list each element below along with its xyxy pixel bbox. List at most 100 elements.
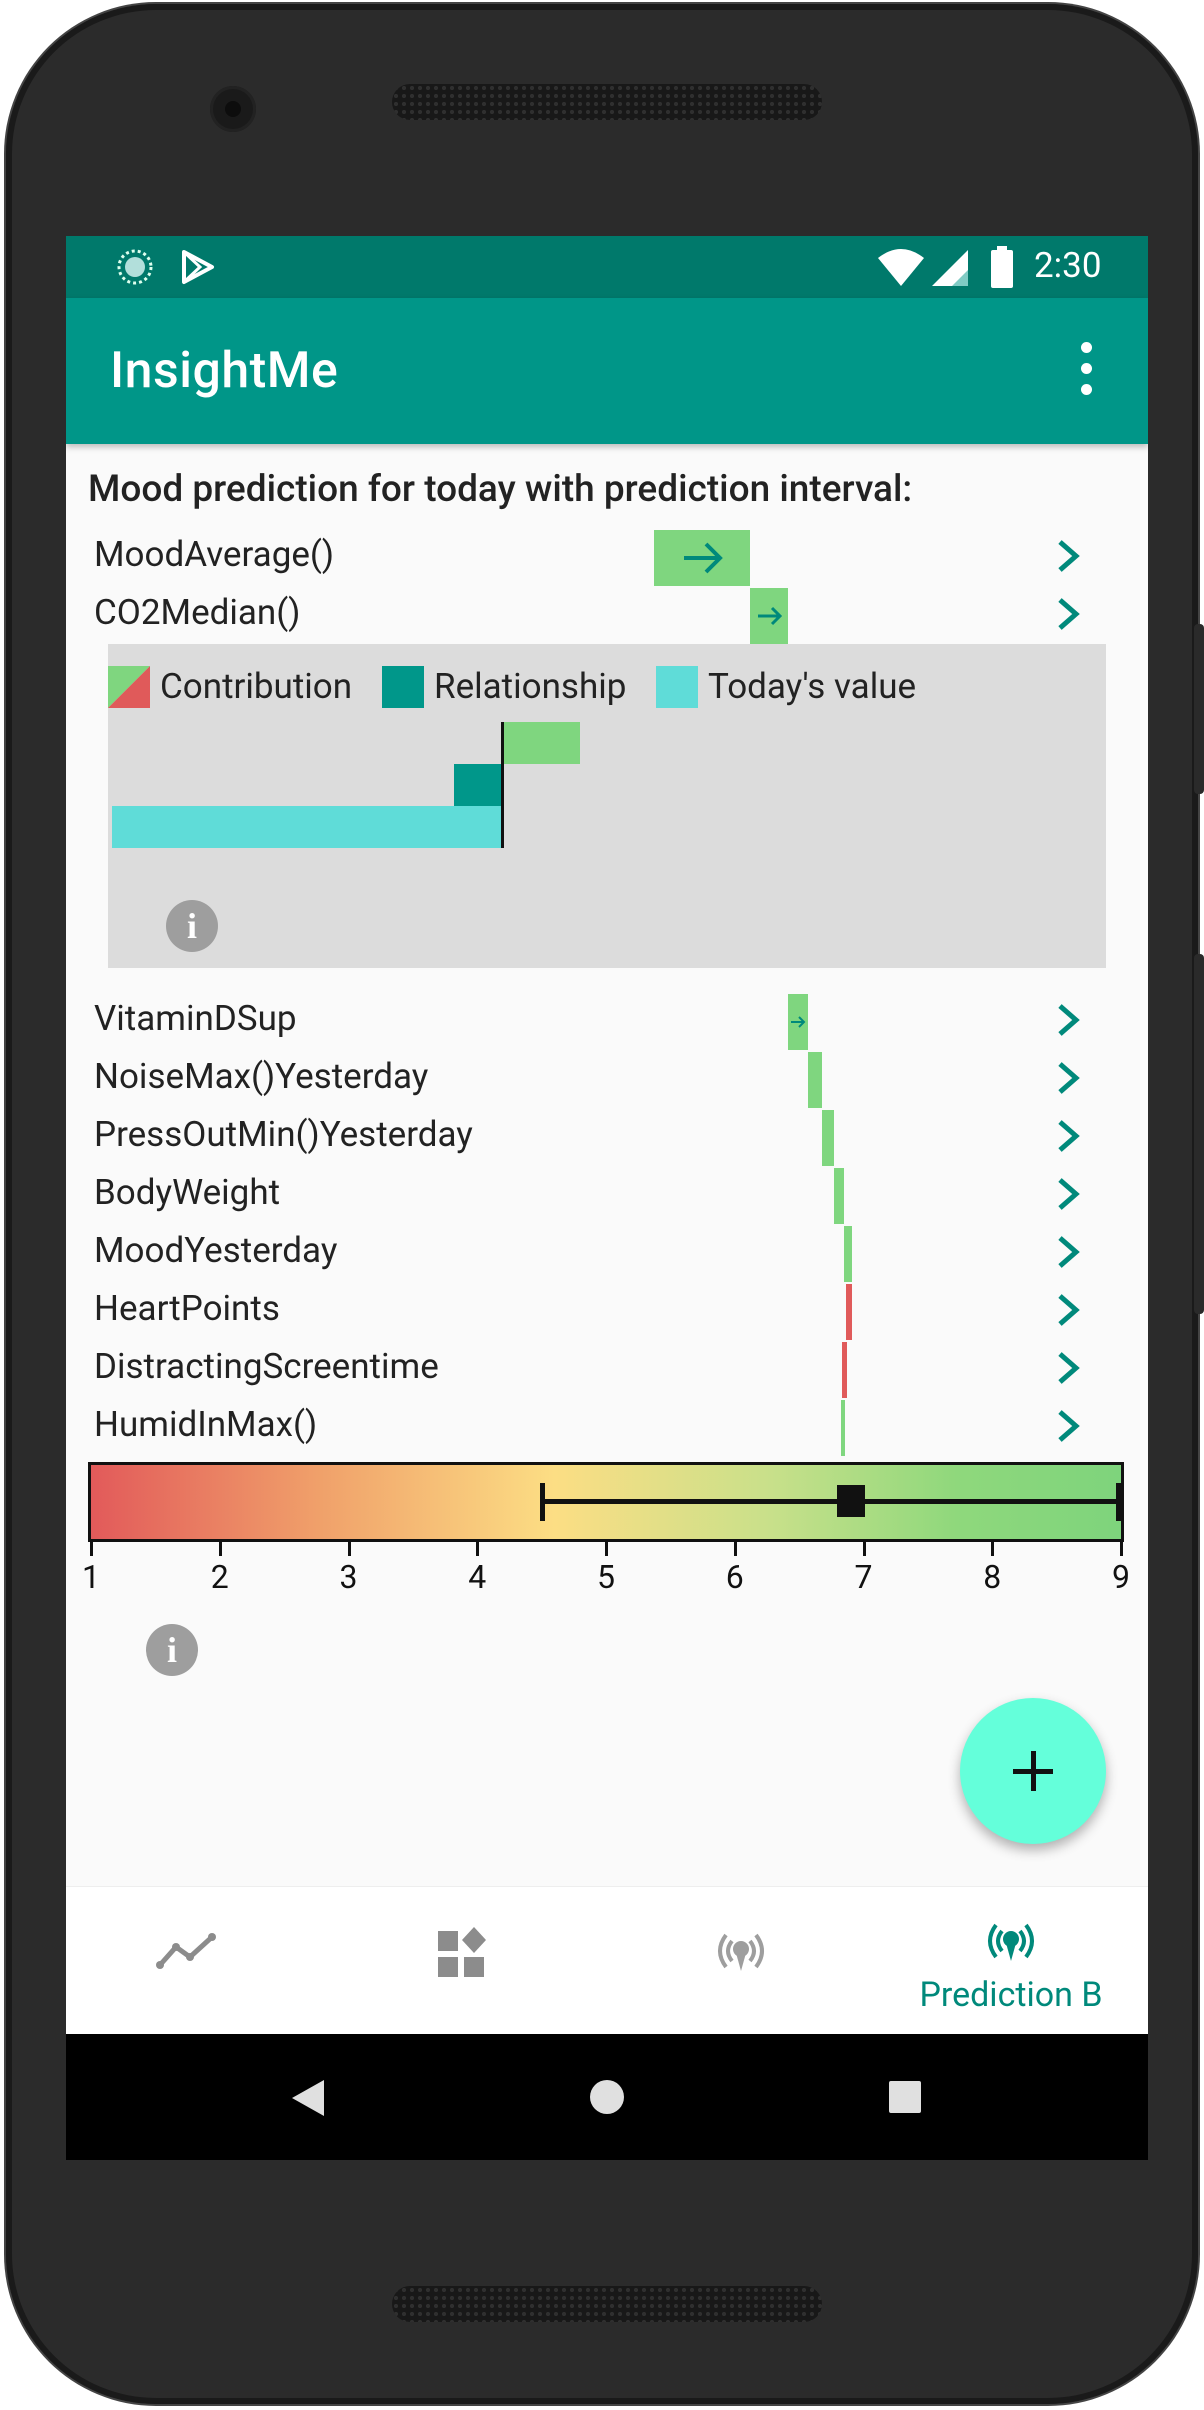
chevron-right-icon[interactable] bbox=[1046, 592, 1090, 636]
mood-scale bbox=[88, 1462, 1124, 1542]
add-button[interactable] bbox=[960, 1698, 1106, 1844]
zero-axis-line bbox=[501, 722, 504, 848]
legend-contribution: Contribution bbox=[160, 666, 353, 707]
predictor-detail-panel: Contribution Relationship Today's value … bbox=[108, 644, 1106, 968]
predictor-label: VitaminDSup bbox=[94, 998, 297, 1039]
predictor-label: DistractingScreentime bbox=[94, 1346, 439, 1387]
nav-item-trends[interactable] bbox=[66, 1887, 336, 2035]
contribution-bar bbox=[788, 994, 808, 1050]
back-icon[interactable] bbox=[290, 2078, 326, 2118]
predictor-row[interactable]: NoiseMax()Yesterday bbox=[66, 1050, 1148, 1108]
chevron-right-icon[interactable] bbox=[1046, 1172, 1090, 1216]
interval-high-cap bbox=[1116, 1483, 1121, 1521]
widgets-icon bbox=[438, 1927, 486, 1977]
info-icon[interactable]: i bbox=[146, 1624, 198, 1676]
contribution-bar bbox=[822, 1110, 834, 1166]
battery-icon bbox=[991, 246, 1013, 288]
power-button bbox=[1194, 954, 1204, 1314]
chevron-right-icon[interactable] bbox=[1046, 998, 1090, 1042]
predictor-row[interactable]: MoodYesterday bbox=[66, 1224, 1148, 1282]
arrow-right-icon bbox=[791, 1016, 806, 1028]
chevron-right-icon[interactable] bbox=[1046, 534, 1090, 578]
scale-tick-label: 9 bbox=[1112, 1558, 1130, 1596]
system-navigation-bar bbox=[66, 2034, 1148, 2160]
predictor-row[interactable]: PressOutMin()Yesterday bbox=[66, 1108, 1148, 1166]
predictor-row[interactable]: MoodAverage() bbox=[66, 528, 1148, 586]
contribution-legend-swatch bbox=[108, 666, 150, 708]
scale-tick bbox=[218, 1542, 222, 1556]
contribution-bar bbox=[844, 1226, 852, 1282]
nav-item-prediction-b[interactable]: Prediction B bbox=[876, 1887, 1146, 2035]
prediction-marker bbox=[836, 1485, 865, 1517]
chevron-right-icon[interactable] bbox=[1046, 1114, 1090, 1158]
scale-tick-label: 3 bbox=[339, 1558, 358, 1596]
chevron-right-icon[interactable] bbox=[1046, 1404, 1090, 1448]
scale-tick-label: 5 bbox=[597, 1558, 615, 1596]
prediction-heading: Mood prediction for today with predictio… bbox=[88, 468, 913, 511]
chevron-right-icon[interactable] bbox=[1046, 1288, 1090, 1332]
contribution-bar bbox=[502, 722, 580, 764]
predictor-row[interactable]: DistractingScreentime bbox=[66, 1340, 1148, 1398]
chart-line-icon bbox=[156, 1933, 216, 1969]
legend-todays-value: Today's value bbox=[708, 666, 917, 707]
broadcast-icon bbox=[988, 1923, 1034, 1961]
contribution-bar bbox=[842, 1342, 847, 1398]
predictor-row[interactable]: VitaminDSup bbox=[66, 992, 1148, 1050]
contribution-bar bbox=[846, 1284, 852, 1340]
predictor-row[interactable]: BodyWeight bbox=[66, 1166, 1148, 1224]
predictor-label: PressOutMin()Yesterday bbox=[94, 1114, 473, 1155]
predictor-label: CO2Median() bbox=[94, 592, 301, 633]
predictor-label: NoiseMax()Yesterday bbox=[94, 1056, 429, 1097]
home-icon[interactable] bbox=[588, 2078, 626, 2116]
predictor-label: BodyWeight bbox=[94, 1172, 281, 1213]
predictor-label: HumidInMax() bbox=[94, 1404, 318, 1445]
bottom-speaker bbox=[392, 2286, 822, 2322]
relationship-legend-swatch bbox=[382, 666, 424, 708]
scale-tick bbox=[733, 1542, 737, 1556]
predictor-row[interactable]: HumidInMax() bbox=[66, 1398, 1148, 1456]
predictor-label: MoodAverage() bbox=[94, 534, 335, 575]
chevron-right-icon[interactable] bbox=[1046, 1346, 1090, 1390]
scale-tick-label: 8 bbox=[983, 1558, 1002, 1596]
todays-value-legend-swatch bbox=[656, 666, 698, 708]
todays-value-bar bbox=[112, 806, 502, 848]
scale-tick-label: 2 bbox=[210, 1558, 229, 1596]
chevron-right-icon[interactable] bbox=[1046, 1230, 1090, 1274]
scale-tick-label: 6 bbox=[725, 1558, 744, 1596]
info-icon[interactable]: i bbox=[166, 900, 218, 952]
scale-tick-label: 7 bbox=[854, 1558, 873, 1596]
legend-relationship: Relationship bbox=[434, 666, 627, 707]
scale-tick bbox=[90, 1542, 93, 1556]
play-store-icon bbox=[182, 250, 214, 284]
broadcast-icon bbox=[718, 1933, 764, 1971]
nav-label-prediction-b: Prediction B bbox=[919, 1975, 1103, 2015]
contribution-bar bbox=[841, 1400, 845, 1456]
bottom-navigation: Prediction B bbox=[66, 1886, 1148, 2035]
nav-item-widgets[interactable] bbox=[336, 1887, 606, 2035]
scale-tick bbox=[605, 1542, 608, 1556]
app-bar: InsightMe bbox=[66, 298, 1148, 444]
status-bar: 2:30 bbox=[66, 236, 1148, 298]
phone-frame: 2:30 InsightMe Mood prediction for today… bbox=[6, 4, 1204, 2404]
app-title: InsightMe bbox=[110, 342, 339, 400]
arrow-right-icon bbox=[684, 542, 723, 574]
predictor-row[interactable]: HeartPoints bbox=[66, 1282, 1148, 1340]
predictor-row[interactable]: CO2Median() bbox=[66, 586, 1148, 644]
more-options-icon[interactable] bbox=[1076, 342, 1096, 402]
recents-icon[interactable] bbox=[888, 2080, 922, 2114]
sync-icon bbox=[117, 249, 153, 285]
predictor-label: HeartPoints bbox=[94, 1288, 280, 1329]
scale-tick bbox=[1120, 1542, 1123, 1556]
status-time: 2:30 bbox=[1034, 245, 1102, 286]
contribution-bar bbox=[750, 588, 788, 644]
screen: 2:30 InsightMe Mood prediction for today… bbox=[66, 236, 1148, 2160]
scale-tick-label: 4 bbox=[468, 1558, 487, 1596]
scale-tick bbox=[862, 1542, 866, 1556]
chevron-right-icon[interactable] bbox=[1046, 1056, 1090, 1100]
scale-tick bbox=[991, 1542, 995, 1556]
scale-tick bbox=[476, 1542, 480, 1556]
scale-tick-label: 1 bbox=[82, 1558, 100, 1596]
contribution-bar bbox=[654, 530, 750, 586]
interval-low-cap bbox=[539, 1483, 545, 1521]
nav-item-prediction-a[interactable] bbox=[606, 1887, 876, 2035]
